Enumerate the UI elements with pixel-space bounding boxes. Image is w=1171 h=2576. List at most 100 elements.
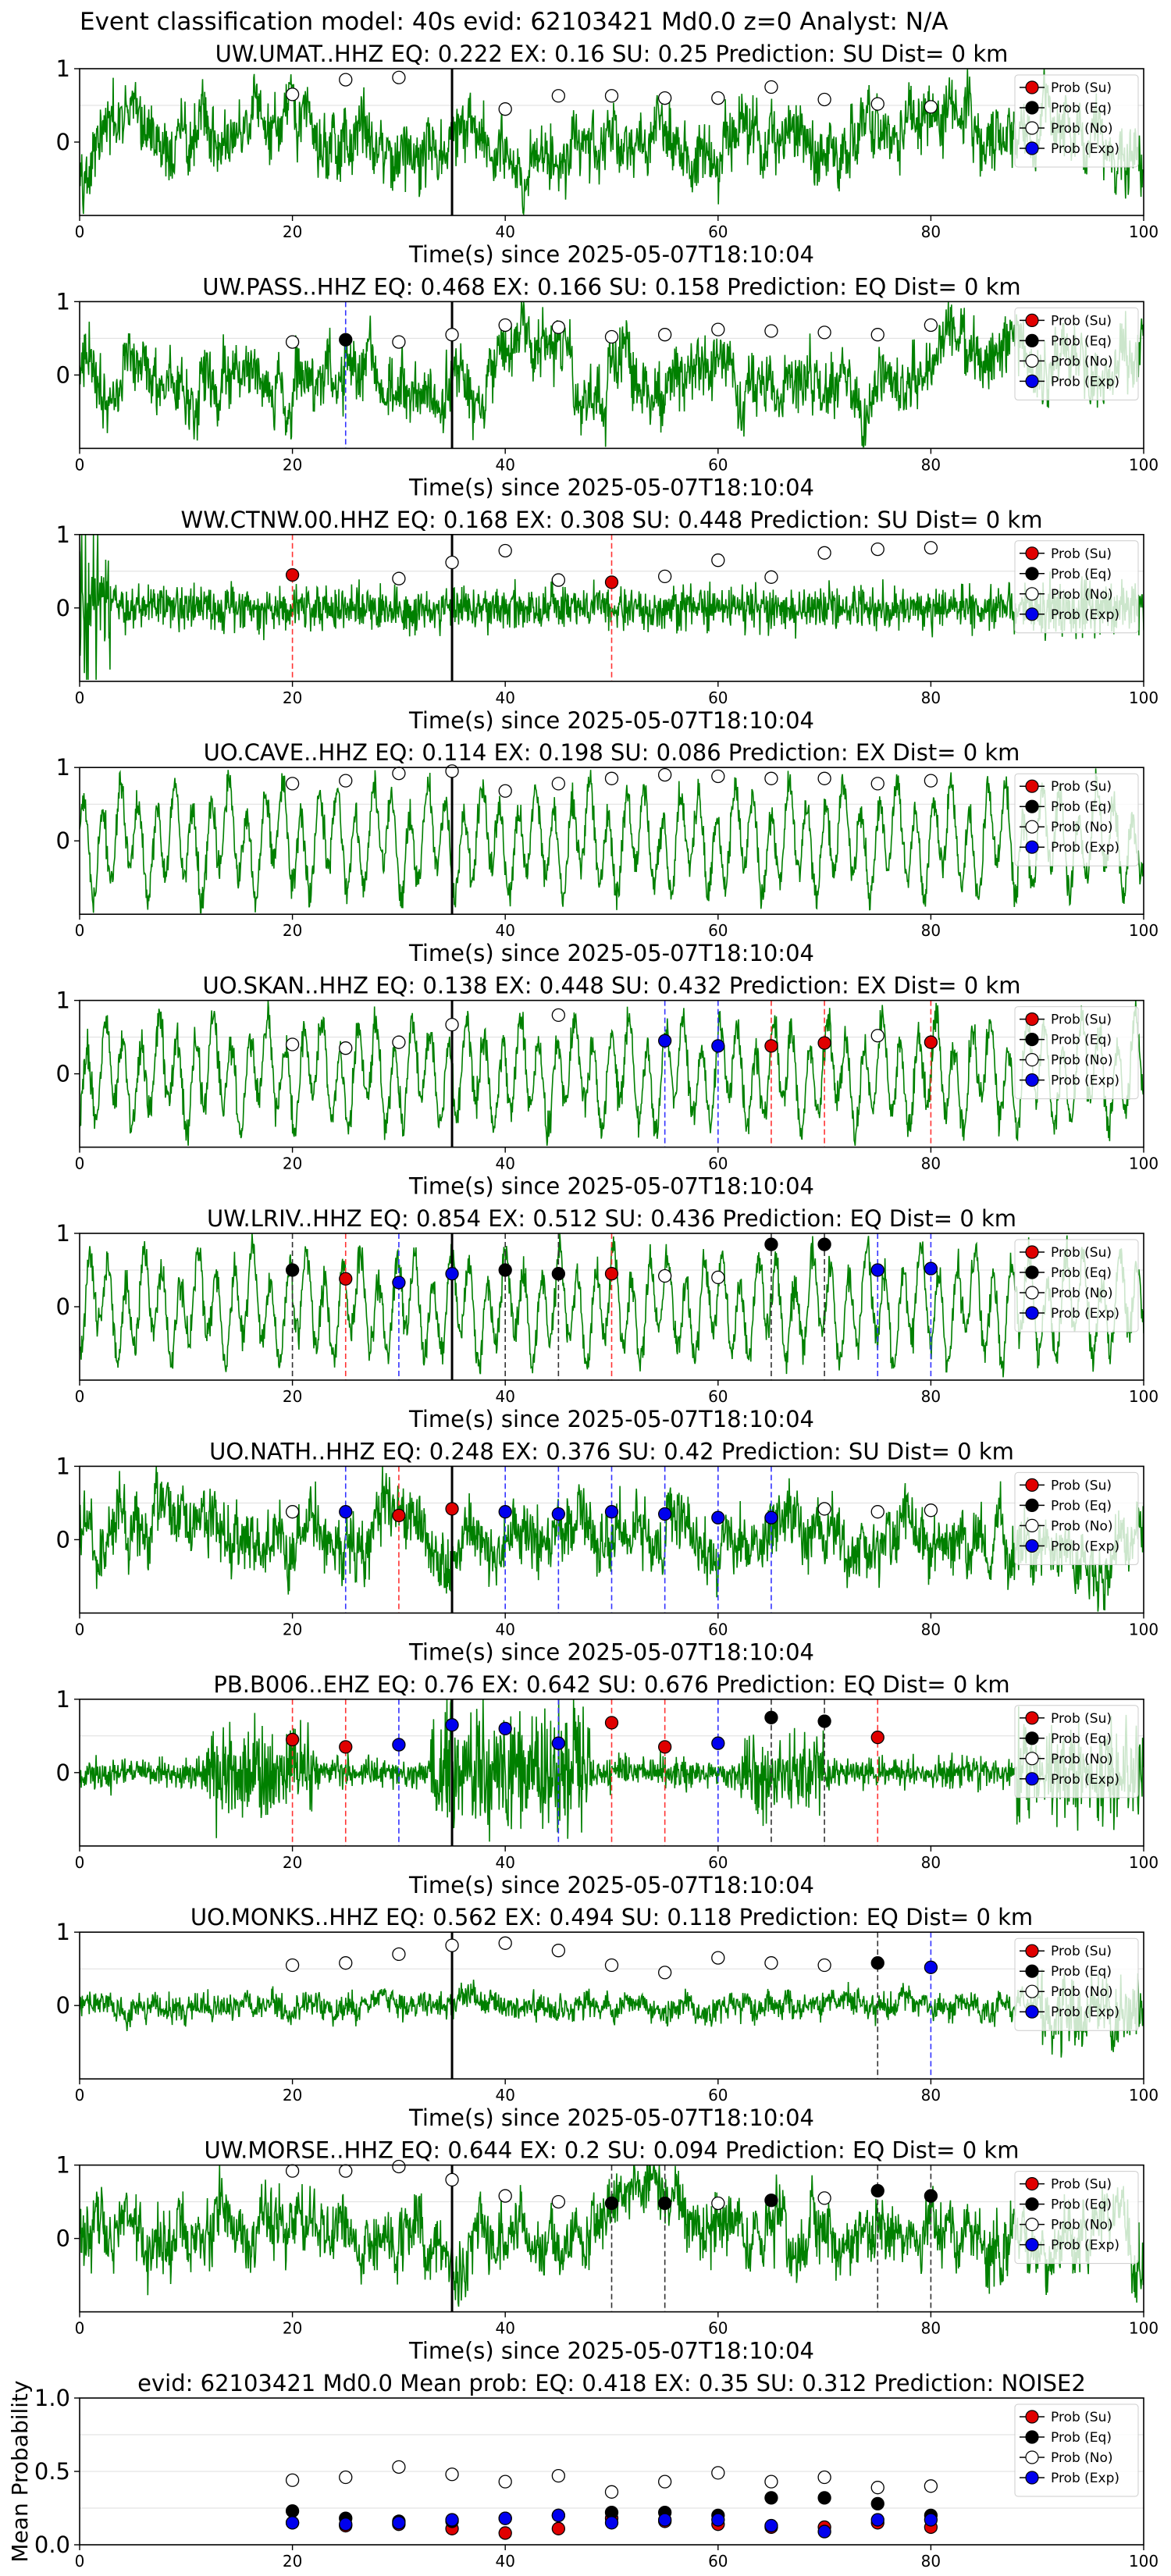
legend-label-eq: Prob (Eq) — [1051, 1964, 1112, 1980]
prob-marker-no — [711, 2196, 725, 2211]
legend-label-no: Prob (No) — [1051, 2450, 1113, 2466]
figure-title: Event classification model: 40s evid: 62… — [80, 8, 949, 36]
mean-prob-point-eq — [285, 2504, 300, 2518]
prob-marker-no — [870, 97, 884, 111]
prob-marker-eq — [285, 1263, 300, 1277]
legend-marker-exp — [1025, 1306, 1039, 1320]
panel-8: PB.B006..EHZ EQ: 0.76 EX: 0.642 SU: 0.67… — [56, 1671, 1159, 1898]
prob-marker-eq — [764, 1237, 778, 1251]
x-tick-label: 20 — [283, 688, 302, 707]
legend-marker-no — [1025, 1518, 1039, 1533]
x-axis-label: Time(s) since 2025-05-07T18:10:04 — [408, 241, 814, 268]
legend-label-exp: Prob (Exp) — [1051, 1073, 1119, 1089]
x-tick-label: 20 — [283, 1853, 302, 1872]
mean-prob-point-no — [870, 2481, 884, 2495]
prob-marker-no — [551, 1944, 565, 1958]
prob-marker-exp — [711, 1510, 725, 1525]
legend-label-no: Prob (No) — [1051, 1286, 1113, 1301]
legend-marker-no — [1025, 820, 1039, 834]
x-tick-label: 40 — [495, 1853, 514, 1872]
prob-marker-no — [285, 1505, 300, 1519]
y-tick-label: 1 — [56, 1919, 70, 1945]
x-axis-label: Time(s) since 2025-05-07T18:10:04 — [408, 2338, 814, 2364]
prob-marker-no — [445, 2172, 459, 2187]
x-tick-label: 20 — [283, 921, 302, 940]
y-tick-label: 0 — [56, 129, 70, 155]
prob-marker-no — [551, 2194, 565, 2209]
mean-prob-point-exp — [817, 2524, 831, 2539]
prob-marker-no — [658, 1966, 672, 1980]
prob-marker-no — [285, 87, 300, 101]
prob-marker-no — [658, 91, 672, 105]
mean-prob-point-exp — [870, 2513, 884, 2527]
x-tick-label: 40 — [495, 1620, 514, 1638]
legend-marker-eq — [1025, 1032, 1039, 1047]
legend-marker-su — [1025, 2410, 1039, 2424]
prob-marker-no — [339, 1956, 353, 1970]
legend-marker-no — [1025, 121, 1039, 135]
prob-marker-exp — [445, 1718, 459, 1732]
prob-marker-no — [392, 767, 406, 781]
legend-label-su: Prob (Su) — [1051, 1711, 1112, 1727]
x-tick-label: 40 — [495, 222, 514, 241]
mean-prob-point-exp — [658, 2513, 672, 2527]
x-tick-label: 60 — [708, 455, 728, 474]
legend-label-exp: Prob (Exp) — [1051, 840, 1119, 856]
x-axis-label: Time(s) since 2025-05-07T18:10:04 — [408, 2105, 814, 2131]
plot-area — [80, 301, 1144, 449]
mean-prob-point-no — [445, 2467, 459, 2482]
prob-marker-no — [392, 1035, 406, 1049]
prob-marker-exp — [658, 1034, 672, 1048]
x-axis-label: Time(s) since 2025-05-07T18:10:04 — [408, 1638, 814, 1665]
panel-10: UW.MORSE..HHZ EQ: 0.644 EX: 0.2 SU: 0.09… — [56, 2137, 1159, 2364]
prob-marker-no — [445, 764, 459, 778]
prob-marker-eq — [817, 1237, 831, 1251]
prob-marker-no — [498, 543, 512, 558]
mean-prob-point-exp — [498, 2511, 512, 2525]
legend-box — [1014, 74, 1139, 168]
x-tick-label: 0 — [75, 688, 85, 707]
legend-marker-exp — [1025, 2005, 1039, 2019]
mean-prob-point-no — [924, 2479, 938, 2493]
prob-marker-no — [445, 555, 459, 570]
panel-3: WW.CTNW.00.HHZ EQ: 0.168 EX: 0.308 SU: 0… — [56, 507, 1159, 734]
panel-6: UW.LRIV..HHZ EQ: 0.854 EX: 0.512 SU: 0.4… — [56, 1205, 1159, 1432]
x-axis-label: Time(s) since 2025-05-07T18:10:04 — [408, 1173, 814, 1200]
x-tick-label: 20 — [283, 1387, 302, 1406]
y-tick-label: 1.0 — [34, 2385, 70, 2411]
x-tick-label: 100 — [1129, 1155, 1159, 1173]
x-tick-label: 60 — [708, 1620, 728, 1638]
y-tick-label: 0 — [56, 1992, 70, 2019]
x-axis-label: Time(s) since 2025-05-07T18:10:04 — [408, 1872, 814, 1898]
legend-marker-no — [1025, 1984, 1039, 1998]
mean-prob-point-no — [392, 2460, 406, 2475]
prob-marker-no — [711, 1951, 725, 1965]
prob-marker-no — [392, 335, 406, 349]
legend-label-su: Prob (Su) — [1051, 2177, 1112, 2193]
prob-marker-no — [498, 1936, 512, 1950]
x-tick-label: 40 — [495, 2086, 514, 2105]
legend-label-exp: Prob (Exp) — [1051, 1539, 1119, 1554]
legend-label-eq: Prob (Eq) — [1051, 1498, 1112, 1514]
x-tick-label: 0 — [75, 2552, 85, 2571]
x-tick-label: 0 — [75, 1620, 85, 1638]
prob-marker-no — [658, 767, 672, 782]
legend-label-su: Prob (Su) — [1051, 779, 1112, 795]
plot-area — [80, 1932, 1144, 2080]
prob-marker-no — [498, 102, 512, 116]
y-tick-label: 0 — [56, 1293, 70, 1320]
plot-area — [80, 1699, 1144, 1846]
x-tick-label: 0 — [75, 2086, 85, 2105]
waveform-trace — [80, 69, 1144, 215]
legend-box — [1014, 1705, 1139, 1799]
legend-marker-su — [1025, 1012, 1039, 1026]
legend-marker-no — [1025, 1752, 1039, 1766]
x-tick-label: 80 — [921, 455, 941, 474]
x-tick-label: 100 — [1129, 1853, 1159, 1872]
prob-marker-exp — [339, 1505, 353, 1519]
prob-marker-no — [339, 73, 353, 87]
y-tick-label: 1 — [56, 1220, 70, 1247]
panel-4: UO.CAVE..HHZ EQ: 0.114 EX: 0.198 SU: 0.0… — [56, 739, 1159, 966]
legend-label-no: Prob (No) — [1051, 121, 1113, 137]
